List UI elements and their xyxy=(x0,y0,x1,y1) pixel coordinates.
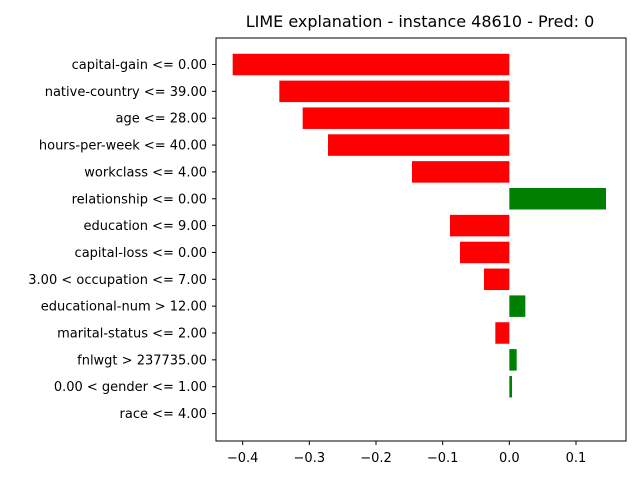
bars-group xyxy=(232,53,606,398)
x-tick-group: −0.4 −0.3 −0.2 −0.1 0.0 0.1 xyxy=(227,441,586,466)
y-tick-label-11: fnlwgt > 237735.00 xyxy=(77,353,207,368)
x-tick-label-1: −0.3 xyxy=(294,451,326,466)
x-tick-label-4: 0.0 xyxy=(499,451,520,466)
y-tick-label-12: 0.00 < gender <= 1.00 xyxy=(54,380,207,395)
x-tick-label-2: −0.2 xyxy=(360,451,392,466)
bar-8 xyxy=(484,268,510,291)
y-tick-label-4: workclass <= 4.00 xyxy=(84,165,207,180)
bar-3 xyxy=(328,134,510,156)
y-tick-label-13: race <= 4.00 xyxy=(120,407,207,422)
x-tick-label-5: 0.1 xyxy=(566,451,587,466)
bar-10 xyxy=(495,322,510,344)
bar-0 xyxy=(232,53,510,76)
bar-2 xyxy=(302,107,510,129)
y-tick-group: capital-gain <= 0.00 native-country <= 39… xyxy=(28,58,216,422)
bar-6 xyxy=(450,214,510,237)
y-tick-label-2: age <= 28.00 xyxy=(116,112,207,127)
chart-title: LIME explanation - instance 48610 - Pred… xyxy=(246,12,595,31)
bar-11 xyxy=(509,349,517,371)
bar-5 xyxy=(509,188,606,210)
y-tick-label-6: education <= 9.00 xyxy=(84,219,208,234)
y-tick-label-0: capital-gain <= 0.00 xyxy=(72,58,207,73)
bar-4 xyxy=(412,161,510,183)
y-tick-label-9: educational-num > 12.00 xyxy=(41,300,207,315)
bar-1 xyxy=(279,80,510,103)
x-tick-label-3: −0.1 xyxy=(427,451,459,466)
y-tick-label-8: 3.00 < occupation <= 7.00 xyxy=(28,273,207,288)
bar-12 xyxy=(509,375,512,398)
y-tick-label-3: hours-per-week <= 40.00 xyxy=(39,139,207,154)
y-tick-label-1: native-country <= 39.00 xyxy=(45,85,207,100)
bar-9 xyxy=(509,295,526,317)
bar-7 xyxy=(460,241,510,264)
plot-frame xyxy=(215,37,627,442)
y-tick-label-7: capital-loss <= 0.00 xyxy=(75,246,207,261)
y-tick-label-5: relationship <= 0.00 xyxy=(72,192,207,207)
y-tick-label-10: marital-status <= 2.00 xyxy=(57,327,207,342)
x-tick-label-0: −0.4 xyxy=(227,451,259,466)
